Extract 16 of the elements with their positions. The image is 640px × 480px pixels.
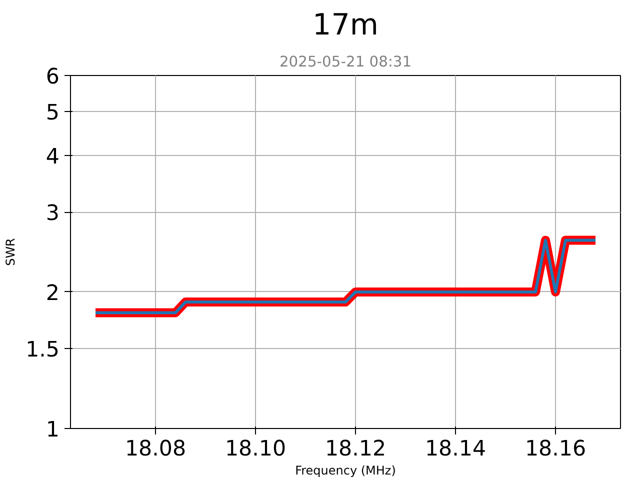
y-tick-label: 4 (46, 144, 60, 170)
y-tick-label: 1 (46, 418, 60, 442)
y-tick-label: 2 (46, 280, 60, 306)
chart-title: 17m (312, 8, 378, 42)
y-axis-title: SWR (4, 238, 18, 266)
x-tick-label: 18.10 (224, 436, 286, 462)
y-tick-label: 6 (46, 64, 60, 90)
chart-subtitle: 2025-05-21 08:31 (279, 54, 412, 70)
y-tick-label: 3 (46, 201, 60, 226)
x-tick-label: 18.14 (424, 436, 486, 462)
y-tick-label: 1.5 (26, 338, 60, 363)
x-tick-label: 18.12 (324, 436, 386, 462)
y-tick-label: 5 (46, 100, 60, 126)
x-axis-title: Frequency (MHz) (295, 464, 396, 478)
x-tick-label: 18.16 (524, 436, 586, 462)
x-tick-label: 18.08 (124, 436, 186, 462)
